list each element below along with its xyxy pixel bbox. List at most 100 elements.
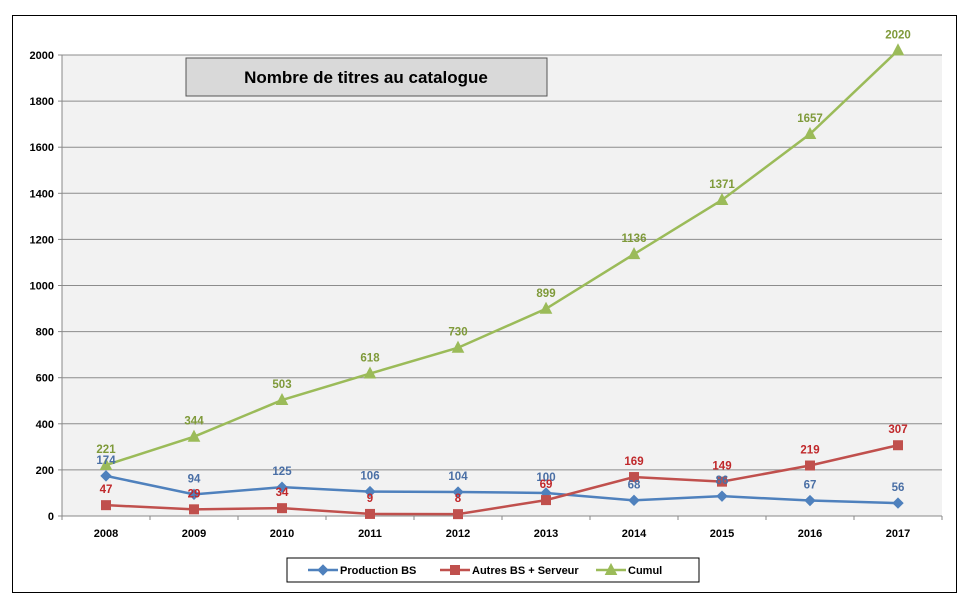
data-label: 100 (536, 472, 555, 484)
x-tick-label: 2009 (182, 528, 206, 540)
data-point (451, 340, 465, 353)
legend-marker (604, 562, 618, 575)
data-label: 1371 (709, 179, 735, 191)
data-point (628, 494, 640, 507)
data-label: 219 (800, 445, 819, 457)
legend-marker (450, 565, 460, 575)
x-axis-ticks: 2008 2009 2010 2011 2012 2013 2014 2015 2016 2017 (61, 516, 943, 540)
y-tick-label: 1400 (30, 188, 54, 200)
data-label: 149 (712, 461, 731, 473)
y-tick-label: 1600 (30, 142, 54, 154)
data-label: 9 (367, 493, 373, 505)
data-point (803, 126, 817, 140)
y-tick-label: 0 (48, 511, 54, 523)
data-point (365, 508, 375, 519)
chart-title: Nombre de titres au catalogue (244, 68, 488, 87)
data-label: 1657 (797, 113, 823, 125)
x-tick-label: 2016 (798, 528, 822, 540)
data-point (453, 509, 463, 520)
data-point (627, 247, 641, 260)
data-label: 125 (272, 466, 292, 478)
data-point (277, 503, 287, 514)
data-point (276, 481, 288, 493)
legend-item: Production BS (308, 564, 416, 577)
data-point (187, 429, 201, 442)
data-point (364, 485, 376, 498)
data-point (188, 488, 200, 501)
data-point (805, 460, 815, 471)
data-point (101, 500, 111, 511)
data-point (629, 472, 639, 483)
x-tick-label: 2014 (622, 528, 647, 540)
x-tick-label: 2010 (270, 528, 294, 540)
data-label: 307 (888, 424, 907, 436)
data-point (891, 43, 905, 56)
data-point (541, 495, 551, 506)
data-label: 8 (455, 493, 462, 505)
x-tick-label: 2012 (446, 528, 470, 540)
data-point (539, 301, 553, 314)
y-axis-ticks: 0 200 400 600 800 1000 1200 1400 1600 1800 2000 (30, 50, 62, 523)
data-label: 169 (624, 456, 643, 468)
data-label: 69 (540, 479, 553, 491)
data-point (715, 192, 729, 205)
data-label: 56 (892, 482, 905, 494)
legend: Production BS Autres BS + Serveur Cumul (286, 557, 700, 583)
data-label: 29 (188, 488, 201, 500)
y-tick-label: 400 (36, 419, 54, 431)
data-label: 104 (448, 471, 468, 483)
data-label: 221 (96, 444, 116, 456)
data-point (892, 497, 904, 509)
data-label: 47 (100, 484, 113, 496)
y-tick-label: 600 (36, 373, 54, 385)
series-layer (99, 43, 905, 520)
data-label: 94 (188, 473, 201, 485)
x-tick-label: 2011 (358, 528, 382, 540)
data-point (717, 476, 727, 487)
data-label: 503 (272, 379, 291, 391)
legend-item: Cumul (596, 562, 662, 577)
data-label: 2020 (885, 29, 911, 41)
y-tick-label: 800 (36, 327, 54, 339)
data-point (804, 494, 816, 507)
y-tick-label: 1200 (30, 234, 54, 246)
data-labels-layer: 174 94 125 106 104 100 68 86 67 56 47 29 34 9 8 69 169 14… (96, 29, 910, 505)
data-label: 174 (96, 455, 116, 467)
series-1 (101, 440, 903, 520)
chart-title-box: Nombre de titres au catalogue (185, 57, 548, 97)
data-point (100, 470, 112, 482)
data-point (99, 457, 113, 471)
x-tick-label: 2008 (94, 528, 118, 540)
legend-label: Production BS (340, 565, 416, 577)
y-tick-label: 1800 (30, 96, 54, 108)
data-label: 618 (360, 353, 380, 365)
series-line (105, 444, 899, 516)
data-label: 106 (360, 471, 379, 483)
series-line (105, 49, 899, 467)
series-line (105, 474, 899, 505)
data-point (893, 440, 903, 451)
gridlines (62, 54, 942, 471)
data-label: 34 (276, 487, 289, 499)
legend-label: Cumul (628, 565, 662, 577)
data-point (452, 486, 464, 498)
data-label: 899 (536, 288, 555, 300)
legend-marker (317, 564, 329, 576)
data-label: 344 (184, 416, 204, 428)
data-label: 1136 (622, 233, 647, 245)
y-tick-label: 200 (36, 465, 54, 477)
x-tick-label: 2015 (710, 528, 734, 540)
series-0 (100, 470, 904, 509)
y-tick-label: 2000 (30, 50, 54, 62)
x-tick-label: 2013 (534, 528, 558, 540)
data-point (275, 392, 289, 406)
data-label: 730 (448, 327, 467, 339)
legend-item: Autres BS + Serveur (440, 565, 579, 577)
x-tick-label: 2017 (886, 528, 910, 540)
data-label: 68 (628, 479, 641, 491)
legend-label: Autres BS + Serveur (472, 565, 579, 577)
y-tick-label: 1000 (30, 281, 54, 293)
series-2 (99, 43, 905, 471)
data-point (716, 490, 728, 502)
